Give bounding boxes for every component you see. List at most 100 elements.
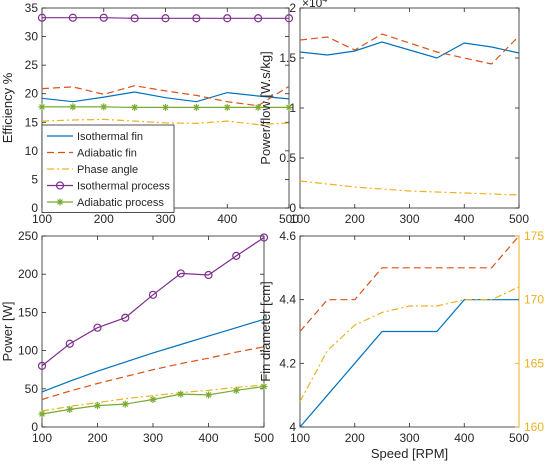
y-tick-label: 100 <box>18 344 38 358</box>
y-tick-label: 10 <box>25 144 39 158</box>
x-tick-label: 500 <box>254 431 274 445</box>
x-tick-label: 500 <box>279 212 299 226</box>
plot-area <box>299 7 520 209</box>
chart-top-left: 100 200 300 400 50005101520253035Efficiency … <box>0 1 299 226</box>
chart-bottom-right: 100 200 300 400 500 4 4.2 4.4 4.6 160 165 170 175 Fin… <box>258 229 544 461</box>
legend-label: Phase angle <box>77 164 138 176</box>
data-point-circle <box>223 14 232 23</box>
data-point-circle <box>68 13 77 22</box>
y2-tick-label: 160 <box>524 420 544 434</box>
asterisk-stroke <box>57 199 63 205</box>
x-tick-label: 100 <box>290 212 310 226</box>
y-tick-label: 4.6 <box>279 229 296 243</box>
data-point-asterisk <box>162 103 169 111</box>
data-point-asterisk <box>38 103 46 111</box>
y-axis-label: Power/flow [W.s/kg] <box>258 51 273 164</box>
asterisk-stroke <box>94 402 101 409</box>
data-point-asterisk <box>177 390 185 398</box>
asterisk-stroke <box>261 383 267 390</box>
data-point-circle <box>204 270 213 280</box>
x-tick-label: 200 <box>345 431 365 445</box>
data-point-circle <box>121 313 130 322</box>
asterisk-stroke <box>177 391 184 398</box>
asterisk-stroke <box>286 104 292 111</box>
x-axis-label: Speed [RPM] <box>371 446 448 461</box>
x-tick-label: 300 <box>399 431 419 445</box>
asterisk-stroke <box>122 401 129 407</box>
asterisk-stroke <box>66 406 73 413</box>
data-point-asterisk <box>131 103 139 111</box>
x-tick-label: 400 <box>198 431 218 445</box>
y-tick-label: 4.2 <box>279 356 296 370</box>
x-tick-label: 400 <box>454 212 474 226</box>
legend-label: Adiabatic fin <box>77 148 137 160</box>
y-tick-label: 30 <box>25 30 39 44</box>
series-line-0 <box>41 318 265 393</box>
y-exponent-label: ×104 <box>302 0 327 10</box>
y-tick-label: 200 <box>18 267 38 281</box>
x-tick-label: 300 <box>155 212 175 226</box>
asterisk-stroke <box>70 103 76 110</box>
x-tick-label: 100 <box>32 431 52 445</box>
x-tick-label: 400 <box>217 212 237 226</box>
series-line-1 <box>41 346 265 401</box>
x-tick-label: 200 <box>345 212 365 226</box>
legend-label: Adiabatic process <box>77 197 164 209</box>
asterisk-stroke <box>193 104 200 111</box>
y-tick-label: 4 <box>289 420 296 434</box>
data-point-asterisk <box>285 103 293 111</box>
asterisk-stroke <box>205 392 212 398</box>
series-line-0 <box>299 41 520 59</box>
series-line-2 <box>299 286 520 402</box>
data-point-circle <box>284 14 294 23</box>
y-tick-label: 1.5 <box>279 51 296 65</box>
y-exponent-power: 4 <box>322 0 327 4</box>
plot-area <box>41 235 265 428</box>
asterisk-stroke <box>255 104 261 111</box>
y-tick-label: 50 <box>25 382 39 396</box>
data-point-circle <box>259 233 269 242</box>
data-point-asterisk <box>38 410 46 418</box>
series-line-2 <box>41 384 265 412</box>
x-tick-label: 400 <box>454 431 474 445</box>
data-point-asterisk <box>66 405 74 413</box>
chart-bottom-left: 100 200 300 400 500 0 50 100 150 200 250 Power [W] <box>0 229 274 445</box>
data-point-asterisk <box>121 400 129 408</box>
data-point-asterisk <box>254 103 262 111</box>
y-axis-label: Power [W] <box>0 302 15 362</box>
data-point-circle <box>254 14 263 23</box>
x-tick-label: 300 <box>143 431 163 445</box>
data-point-asterisk <box>232 386 240 394</box>
data-point-asterisk <box>223 103 231 111</box>
data-point-circle <box>176 269 185 278</box>
legend-item: Isothermal fin <box>47 131 143 143</box>
series-line-1 <box>299 235 520 332</box>
series-line-3 <box>42 17 289 19</box>
data-point-asterisk <box>69 103 77 111</box>
data-point-circle <box>148 290 158 299</box>
y-tick-label: 25 <box>25 58 39 72</box>
data-point-asterisk <box>100 103 108 111</box>
data-point-circle <box>93 323 102 332</box>
data-point-asterisk <box>205 391 212 399</box>
data-point-circle <box>130 14 139 23</box>
legend-item: Adiabatic process <box>47 197 164 209</box>
data-point-circle <box>161 14 170 23</box>
legend-item: Isothermal process <box>47 181 170 193</box>
y-axis-label: Fin diameter [cm] <box>258 281 273 381</box>
legend-marker-asterisk <box>56 198 64 206</box>
x-tick-label: 500 <box>509 212 529 226</box>
data-point-circle <box>99 13 108 22</box>
y-axis-label: Efficiency % <box>0 72 15 143</box>
legend: Isothermal fin Adiabatic fin Phase angle Is… <box>41 124 175 213</box>
x-tick-label: 100 <box>32 212 52 226</box>
asterisk-stroke <box>39 411 45 417</box>
data-point-asterisk <box>94 402 101 410</box>
y-tick-label: 0.5 <box>279 151 296 165</box>
data-point-asterisk <box>149 395 157 403</box>
y-tick-label: 5 <box>31 172 38 186</box>
y-tick-label: 2 <box>289 1 296 15</box>
y-tick-label: 250 <box>18 229 38 243</box>
